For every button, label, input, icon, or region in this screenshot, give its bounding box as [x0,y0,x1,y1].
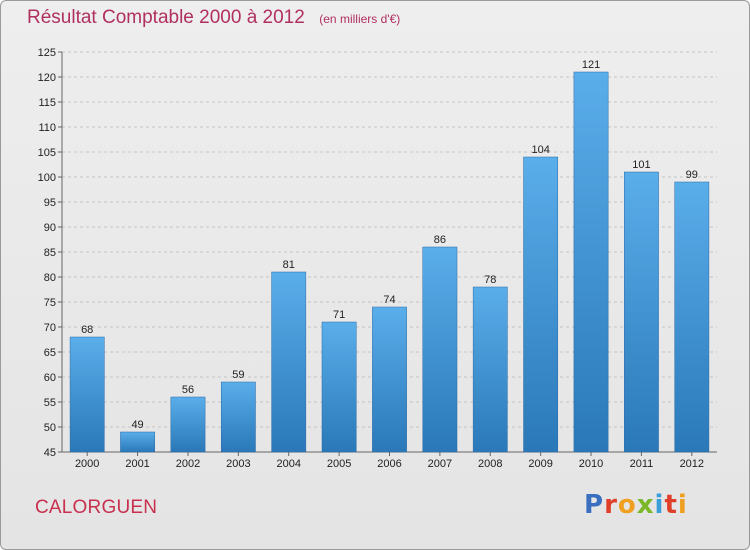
x-tick-label-2001: 2001 [125,458,149,470]
y-tick-label: 95 [44,197,56,209]
logo-letter: i [677,490,688,520]
bar-2000[interactable] [69,336,105,453]
place-name: CALORGUEN [35,497,158,518]
y-tick-label: 70 [44,322,56,334]
y-tick-label: 115 [38,97,56,109]
logo-letter: x [636,490,655,520]
value-label-2008: 78 [484,274,496,286]
value-label-2006: 74 [383,294,395,306]
value-label-2003: 59 [232,369,244,381]
bars [69,71,710,453]
logo-letter: P [584,490,605,520]
chart-title-block: Résultat Comptable 2000 à 2012 (en milli… [27,7,400,29]
y-tick-label: 90 [44,222,56,234]
bar-2004[interactable] [271,271,307,453]
value-label-2007: 86 [434,234,446,246]
x-tick-label-2002: 2002 [176,458,200,470]
x-tick-label-2009: 2009 [528,458,552,470]
value-label-2001: 49 [131,419,143,431]
value-label-2009: 104 [531,144,549,156]
value-label-2011: 101 [632,159,650,171]
y-tick-label: 65 [44,347,56,359]
bar-2001[interactable] [120,431,155,453]
logo-letter: r [604,490,618,520]
labels: 45 50 55 60 65 70 75 80 85 90 95 100 105 110 115 120 125… [38,47,704,470]
value-label-2010: 121 [582,59,600,71]
y-tick-label: 60 [44,372,56,384]
bar-2002[interactable] [170,396,206,453]
y-tick-label: 55 [44,397,56,409]
logo-letter: t [664,490,678,520]
bar-2005[interactable] [321,321,357,453]
x-tick-label-2005: 2005 [327,458,351,470]
chart-title: Résultat Comptable 2000 à 2012 [27,7,305,28]
x-tick-label-2003: 2003 [226,458,250,470]
x-tick-label-2008: 2008 [478,458,502,470]
bar-2008[interactable] [472,286,508,453]
chart-subtitle: (en milliers d'€) [319,12,401,26]
y-tick-label: 45 [44,447,56,459]
value-label-2000: 68 [81,324,93,336]
y-tick-label: 100 [38,172,56,184]
bar-2007[interactable] [422,246,458,453]
value-label-2002: 56 [182,384,194,396]
proxiti-logo[interactable]: Proxiti [584,490,688,520]
bar-2010[interactable] [573,71,609,453]
bar-2012[interactable] [674,181,710,453]
y-tick-label: 50 [44,422,56,434]
value-label-2012: 99 [686,169,698,181]
x-tick-label-2007: 2007 [428,458,452,470]
y-tick-label: 120 [38,72,56,84]
x-tick-label-2000: 2000 [75,458,99,470]
bar-2011[interactable] [624,171,659,453]
y-tick-label: 125 [38,47,56,59]
y-tick-label: 85 [44,247,56,259]
bar-2006[interactable] [372,306,407,453]
value-label-2004: 81 [283,259,295,271]
y-tick-label: 105 [38,147,56,159]
logo-letter: i [654,490,665,520]
x-tick-label-2010: 2010 [579,458,603,470]
x-tick-label-2004: 2004 [276,458,300,470]
y-tick-label: 110 [38,122,56,134]
bar-2003[interactable] [220,381,256,453]
y-tick-label: 80 [44,272,56,284]
value-label-2005: 71 [333,309,345,321]
x-tick-label-2011: 2011 [630,458,654,470]
x-tick-label-2012: 2012 [680,458,704,470]
bar-2009[interactable] [523,156,559,453]
y-tick-label: 75 [44,297,56,309]
logo-letter: o [617,490,637,520]
x-tick-label-2006: 2006 [377,458,401,470]
